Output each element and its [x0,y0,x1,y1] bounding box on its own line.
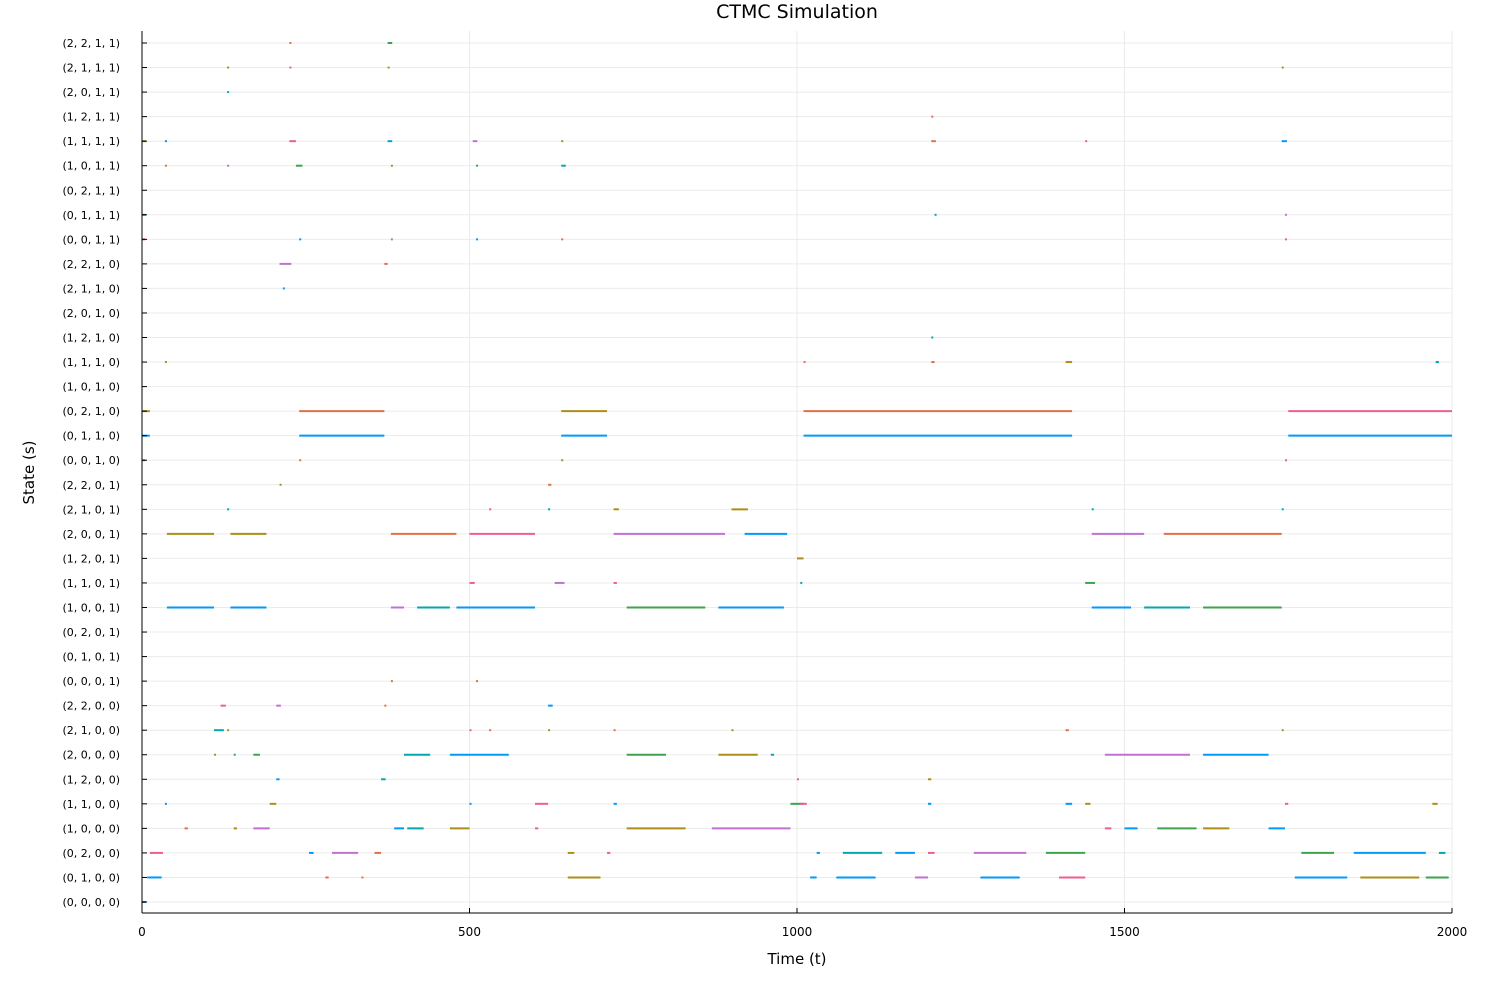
y-tick-label: (0, 0, 1, 1) [62,233,120,246]
y-tick-label: (1, 1, 0, 0) [62,798,120,811]
data-marks [142,42,1452,903]
x-tick-label: 500 [458,925,481,939]
y-tick-label: (1, 1, 1, 0) [62,356,120,369]
y-tick-label: (2, 1, 1, 1) [62,62,120,75]
x-axis-title: Time (t) [766,950,826,968]
y-tick-label: (1, 2, 1, 1) [62,111,120,124]
y-tick-label: (0, 1, 1, 1) [62,209,120,222]
y-tick-label: (1, 0, 1, 0) [62,381,120,394]
y-tick-label: (0, 2, 1, 0) [62,405,120,418]
y-tick-label: (2, 1, 1, 0) [62,282,120,295]
y-tick-label: (0, 2, 0, 0) [62,847,120,860]
y-tick-label: (1, 0, 0, 0) [62,822,120,835]
y-tick-label: (1, 2, 0, 0) [62,773,120,786]
y-tick-label: (0, 2, 0, 1) [62,626,120,639]
y-tick-label: (2, 2, 1, 1) [62,37,120,50]
y-tick-label: (2, 1, 0, 1) [62,503,120,516]
y-tick-label: (2, 1, 0, 0) [62,724,120,737]
y-tick-label: (0, 1, 0, 1) [62,651,120,664]
y-tick-label: (1, 2, 1, 0) [62,332,120,345]
grid-lines [141,31,1453,913]
y-tick-label: (0, 0, 1, 0) [62,454,120,467]
y-tick-label: (2, 2, 1, 0) [62,258,120,271]
y-tick-label: (0, 1, 0, 0) [62,871,120,884]
y-tick-label: (0, 0, 0, 1) [62,675,120,688]
x-tick-label: 0 [138,925,146,939]
x-tick-label: 1500 [1109,925,1140,939]
y-axis-title: State (s) [20,441,38,505]
y-tick-label: (2, 0, 0, 1) [62,528,120,541]
y-tick-label: (2, 0, 1, 1) [62,86,120,99]
y-tick-label: (0, 2, 1, 1) [62,184,120,197]
y-tick-label: (2, 0, 0, 0) [62,749,120,762]
y-tick-label: (2, 0, 1, 0) [62,307,120,320]
y-tick-label: (1, 2, 0, 1) [62,552,120,565]
y-tick-label: (1, 0, 1, 1) [62,160,120,173]
y-tick-label: (1, 1, 0, 1) [62,577,120,590]
y-tick-label: (0, 1, 1, 0) [62,430,120,443]
y-tick-label: (0, 0, 0, 0) [62,896,120,909]
y-tick-label: (1, 0, 0, 1) [62,601,120,614]
y-tick-label: (1, 1, 1, 1) [62,135,120,148]
x-tick-label: 1000 [782,925,813,939]
tick-labels: 0 500 1000 1500 2000 (0, 0, 0, 0) (0, 1, 0, 0)… [62,37,1467,939]
x-tick-label: 2000 [1437,925,1468,939]
y-tick-label: (2, 2, 0, 0) [62,700,120,713]
y-tick-label: (2, 2, 0, 1) [62,479,120,492]
chart-title: CTMC Simulation [716,1,878,23]
